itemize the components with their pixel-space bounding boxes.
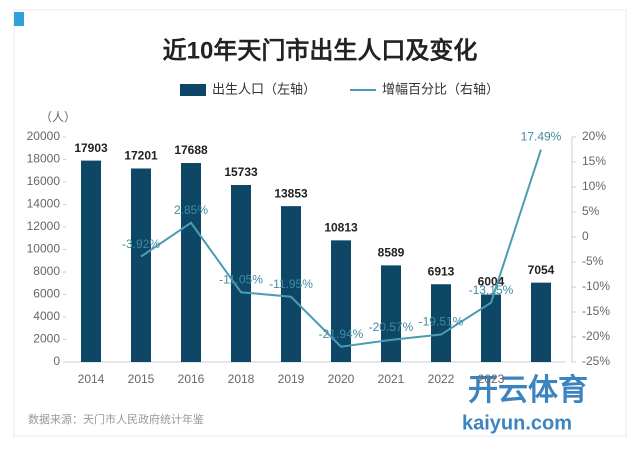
y2-tick-label: -5%	[582, 254, 604, 268]
y2-tick-label: -10%	[582, 279, 610, 293]
bar-value-label: 13853	[274, 186, 308, 200]
x-tick-label: 2020	[328, 372, 355, 386]
y2-tick-label: 10%	[582, 179, 606, 193]
bar	[81, 160, 101, 362]
y2-tick-label: 20%	[582, 129, 606, 143]
y-tick-label: 10000	[27, 242, 61, 256]
bar	[331, 240, 351, 362]
bar	[131, 168, 151, 362]
bar-value-label: 17688	[174, 143, 208, 157]
y2-tick-label: 15%	[582, 154, 606, 168]
y2-tick-label: -25%	[582, 354, 610, 368]
bar-value-label: 8589	[378, 246, 405, 260]
bar	[531, 282, 551, 362]
y-axis-label: （人）	[40, 110, 76, 124]
y2-tick-label: -20%	[582, 329, 610, 343]
chart-title: 近10年天门市出生人口及变化	[163, 36, 478, 64]
legend-swatch	[180, 84, 206, 96]
x-tick-label: 2023	[478, 372, 505, 386]
x-tick-label: 2016	[178, 372, 205, 386]
y2-tick-label: 5%	[582, 204, 600, 218]
bar	[481, 294, 501, 362]
x-tick-label: 2018	[228, 372, 255, 386]
card	[13, 9, 627, 437]
y-tick-label: 6000	[33, 287, 60, 301]
bar-value-label: 17903	[74, 141, 108, 155]
line-value-label: -13.15%	[469, 283, 514, 297]
source: 数据来源：天门市人民政府统计年鉴	[28, 412, 204, 426]
line-value-label: -21.94%	[319, 327, 364, 341]
legend-label: 出生人口（左轴）	[212, 81, 316, 96]
x-tick-label: 2015	[128, 372, 155, 386]
line-value-label: -3.92%	[122, 237, 160, 251]
y-tick-label: 4000	[33, 309, 60, 323]
bar-value-label: 10813	[324, 221, 358, 235]
line-value-label: -19.51%	[419, 315, 464, 329]
bar-value-label: 17201	[124, 149, 158, 163]
y2-tick-label: 0	[582, 229, 589, 243]
y-tick-label: 14000	[27, 197, 61, 211]
line-value-label: -11.95%	[269, 277, 313, 291]
bar-value-label: 6913	[428, 264, 455, 278]
y-tick-label: 20000	[27, 129, 61, 143]
y2-tick-label: -15%	[582, 304, 610, 318]
line-value-label: 2.85%	[174, 203, 208, 217]
x-tick-label: 2021	[378, 372, 405, 386]
x-tick-label: 2014	[78, 372, 105, 386]
bar	[231, 185, 251, 362]
y-tick-label: 2000	[33, 332, 60, 346]
line-value-label: 17.49%	[521, 130, 562, 144]
y-tick-label: 18000	[27, 152, 61, 166]
corner-mark	[14, 12, 24, 26]
watermark: 开云体育	[468, 373, 588, 407]
y-tick-label: 16000	[27, 174, 61, 188]
bar-value-label: 7054	[528, 263, 555, 277]
y-tick-label: 12000	[27, 219, 61, 233]
line	[140, 149, 542, 348]
bar-value-label: 6004	[478, 275, 505, 289]
x-tick-label: 2022	[428, 372, 455, 386]
x-tick-label: 2019	[278, 372, 305, 386]
bar	[381, 265, 401, 362]
bar	[431, 284, 451, 362]
line-value-label: -20.57%	[369, 320, 414, 334]
watermark: kaiyun.com	[462, 412, 572, 434]
bar-value-label: 15733	[224, 165, 258, 179]
legend-label: 增幅百分比（右轴）	[382, 81, 499, 96]
y-tick-label: 8000	[33, 264, 60, 278]
line-value-label: -11.05%	[219, 272, 263, 286]
bar	[281, 206, 301, 362]
bar	[181, 163, 201, 362]
y-tick-label: 0	[53, 354, 60, 368]
